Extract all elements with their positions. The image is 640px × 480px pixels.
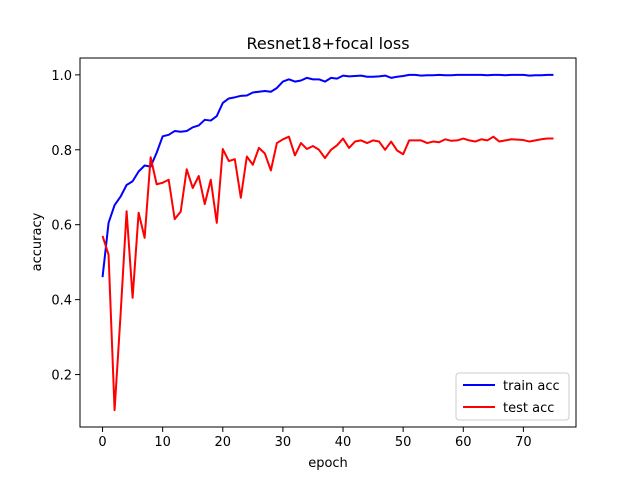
series-line-train-acc	[101, 73, 554, 278]
y-axis-label: accuracy	[30, 212, 45, 271]
x-axis-label: epoch	[308, 456, 348, 471]
legend: train acc test acc	[455, 372, 570, 421]
x-tick-label: 20	[215, 435, 232, 450]
x-tick-label: 70	[515, 435, 532, 450]
legend-label-test: test acc	[503, 401, 554, 416]
x-tick-label: 10	[154, 435, 171, 450]
y-tick-label: 0.8	[51, 144, 72, 159]
x-axis: 0 10 20 30 40 50 60 70	[98, 427, 532, 450]
x-tick-label: 0	[98, 435, 106, 450]
plot-area	[79, 57, 577, 428]
chart-title: Resnet18+focal loss	[246, 34, 409, 53]
legend-label-train: train acc	[503, 379, 560, 394]
x-tick-label: 50	[395, 435, 412, 450]
y-tick-label: 0.2	[51, 369, 72, 384]
y-tick-label: 0.6	[51, 219, 72, 234]
x-tick-label: 60	[455, 435, 472, 450]
y-tick-label: 0.4	[51, 294, 72, 309]
y-tick-label: 1.0	[51, 69, 72, 84]
x-tick-label: 40	[335, 435, 352, 450]
y-axis: 0.2 0.4 0.6 0.8 1.0	[51, 69, 80, 384]
x-tick-label: 30	[275, 435, 292, 450]
series-line-test-acc	[101, 135, 554, 412]
series-lines	[101, 73, 554, 412]
